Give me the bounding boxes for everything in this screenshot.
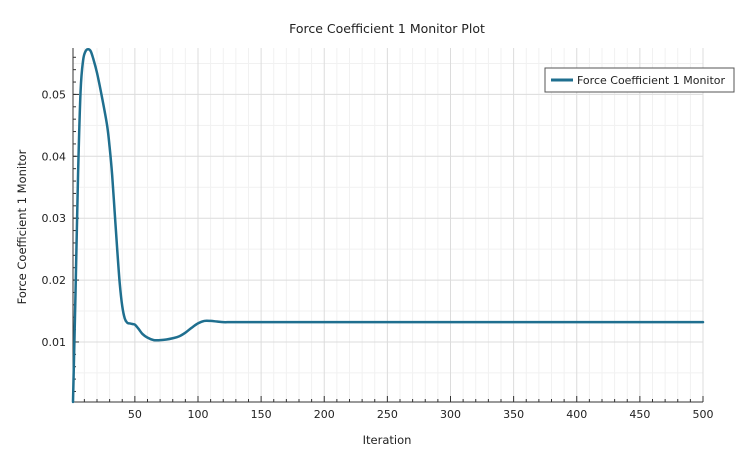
y-axis-title: Force Coefficient 1 Monitor: [15, 149, 29, 304]
x-tick-label: 250: [377, 408, 398, 421]
y-tick-label: 0.04: [42, 150, 67, 163]
legend-box: [544, 67, 735, 93]
x-tick-label: 450: [629, 408, 650, 421]
legend-label: Force Coefficient 1 Monitor: [577, 74, 726, 87]
y-tick-label: 0.01: [42, 336, 67, 349]
x-tick-label: 100: [187, 408, 208, 421]
x-tick-label: 350: [503, 408, 524, 421]
series-layer: [71, 47, 705, 404]
y-tick-label: 0.02: [42, 274, 67, 287]
x-tick-label: 500: [693, 408, 714, 421]
grid: [73, 48, 704, 402]
chart-title: Force Coefficient 1 Monitor Plot: [289, 21, 485, 36]
y-tick-label: 0.05: [42, 88, 67, 101]
y-tick-label: 0.03: [42, 212, 67, 225]
x-tick-label: 400: [566, 408, 587, 421]
x-tick-label: 200: [314, 408, 335, 421]
x-axis-title: Iteration: [363, 433, 412, 447]
series-line-0: [71, 47, 705, 404]
legend: Force Coefficient 1 Monitor: [544, 67, 735, 93]
x-tick-label: 150: [251, 408, 272, 421]
x-tick-label: 50: [128, 408, 142, 421]
x-tick-label: 300: [440, 408, 461, 421]
axes: 50 100 150 200 250 300 350 400 450 500 0.01 0.02 0.0…: [42, 48, 714, 421]
